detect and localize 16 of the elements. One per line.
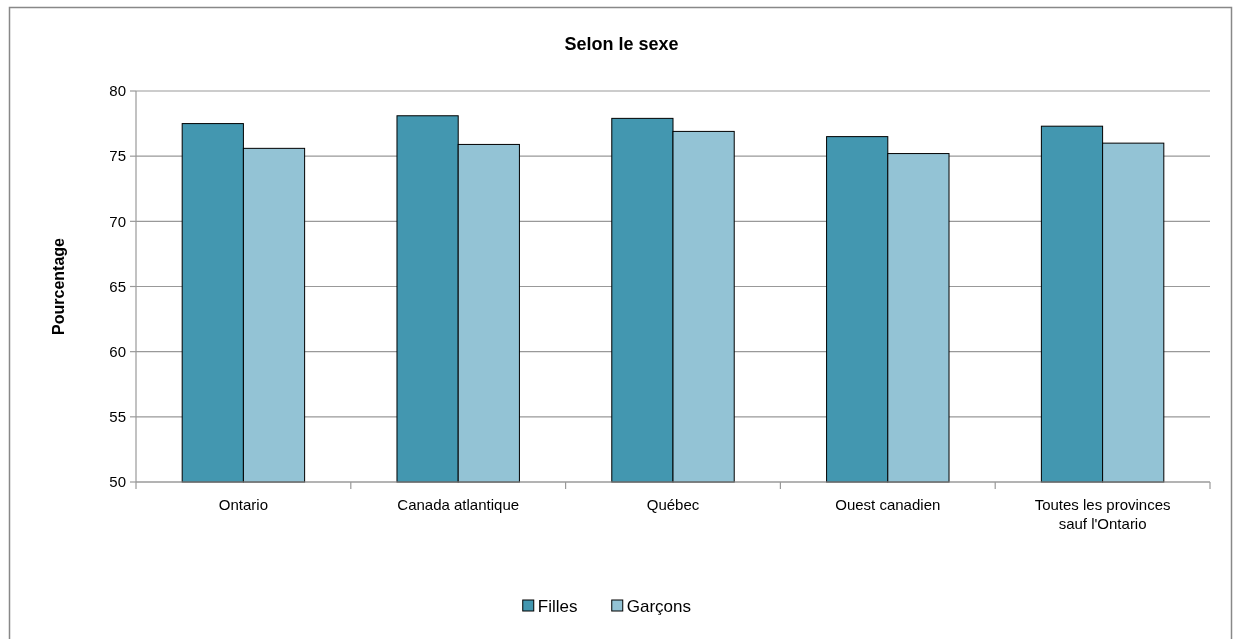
x-tick-label: Ontario xyxy=(218,496,268,513)
y-tick-label: 80 xyxy=(109,82,126,100)
x-tick-label: Ouest canadien xyxy=(835,496,941,513)
y-tick-label: 60 xyxy=(109,342,126,360)
y-tick-label: 65 xyxy=(109,277,126,295)
y-tick-label: 50 xyxy=(109,473,126,491)
x-tick-label: Canada atlantique xyxy=(397,496,520,513)
y-tick-label: 70 xyxy=(109,212,126,230)
y-tick-label: 75 xyxy=(109,147,126,165)
legend-label: Garçons xyxy=(626,596,691,616)
x-tick-label: Québec xyxy=(646,496,700,513)
legend-label: Filles xyxy=(537,596,578,616)
y-tick-label: 55 xyxy=(109,408,126,426)
x-tick-label: Toutes les provinces sauf l'Ontario xyxy=(1034,496,1171,532)
chart-title: Selon le sexe xyxy=(564,34,679,54)
y-axis-title: Pourcentage xyxy=(50,237,67,335)
